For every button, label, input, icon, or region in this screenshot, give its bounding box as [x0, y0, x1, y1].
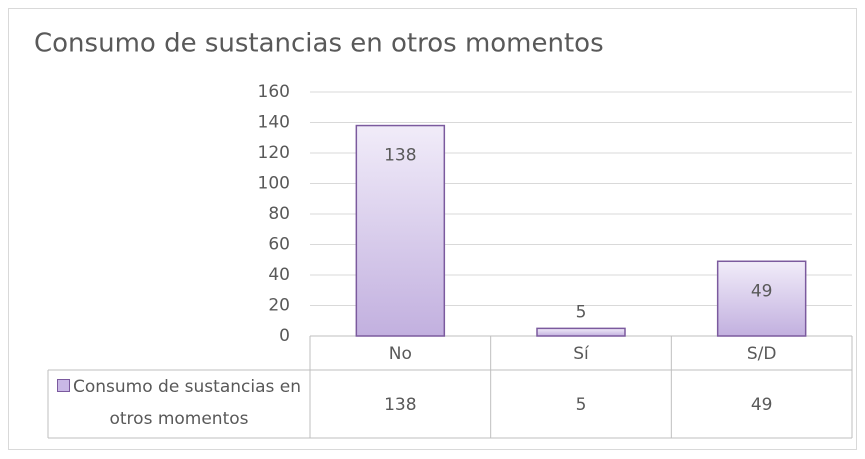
data-label: 49: [751, 281, 773, 301]
table-value: 138: [384, 395, 416, 415]
legend-key: [56, 379, 70, 392]
y-tick-label: 120: [258, 143, 290, 163]
y-tick-label: 60: [268, 235, 290, 255]
y-tick-label: 0: [279, 326, 290, 346]
table-value: 5: [576, 395, 587, 415]
data-label: 138: [384, 146, 416, 166]
table-value: 49: [751, 395, 773, 415]
legend: Consumo de sustancias en otros momentos: [50, 371, 308, 435]
y-tick-label: 20: [268, 296, 290, 316]
y-tick-label: 80: [268, 204, 290, 224]
legend-label: Consumo de sustancias en otros momentos: [72, 377, 302, 429]
x-tick-label: Sí: [573, 344, 590, 364]
data-label: 5: [576, 302, 587, 322]
y-tick-label: 100: [258, 174, 290, 194]
bar: [536, 327, 626, 337]
bar: [355, 124, 446, 337]
bar: [716, 260, 807, 337]
x-tick-label: S/D: [747, 344, 777, 364]
y-tick-label: 40: [268, 265, 290, 285]
y-tick-label: 160: [258, 82, 290, 102]
x-tick-label: No: [389, 344, 412, 364]
chart-title: Consumo de sustancias en otros momentos: [34, 29, 604, 59]
y-tick-label: 140: [258, 113, 290, 133]
